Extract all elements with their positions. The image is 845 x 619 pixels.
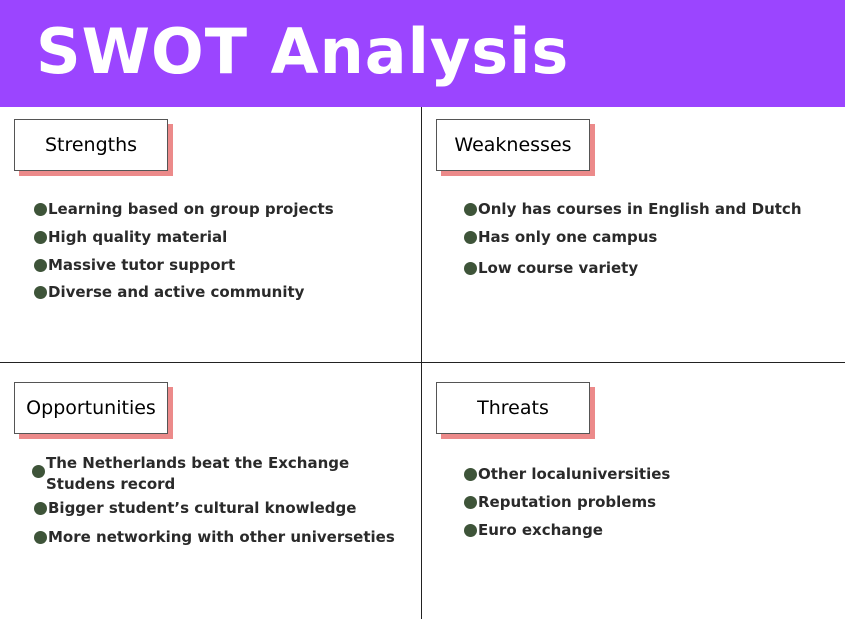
list-item: Has only one campus: [464, 227, 657, 248]
bullet-icon: [464, 262, 477, 275]
list-item: Euro exchange: [464, 520, 603, 541]
list-item: Learning based on group projects: [34, 199, 334, 220]
horizontal-divider: [0, 362, 845, 363]
opportunities-label: Opportunities: [14, 382, 168, 434]
list-item: Only has courses in English and Dutch: [464, 199, 802, 220]
weaknesses-label-box: Weaknesses: [436, 119, 595, 176]
bullet-icon: [34, 231, 47, 244]
bullet-icon: [464, 524, 477, 537]
bullet-icon: [34, 286, 47, 299]
list-item-text: Only has courses in English and Dutch: [478, 200, 802, 218]
list-item-text: Bigger student’s cultural knowledge: [48, 499, 357, 517]
vertical-divider: [421, 107, 422, 619]
list-item-text: Euro exchange: [478, 521, 603, 539]
header-banner: SWOT Analysis: [0, 0, 845, 107]
list-item-text: Other localuniversities: [478, 465, 671, 483]
list-item-text: More networking with other universeties: [48, 528, 395, 546]
list-item: Other localuniversities: [464, 464, 670, 485]
list-item-text: Massive tutor support: [48, 256, 236, 274]
threats-label: Threats: [436, 382, 590, 434]
bullet-icon: [464, 203, 477, 216]
bullet-icon: [464, 468, 477, 481]
bullet-icon: [34, 203, 47, 216]
list-item-text: Low course variety: [478, 259, 639, 277]
list-item-text: Reputation problems: [478, 493, 657, 511]
list-item: High quality material: [34, 227, 227, 248]
list-item-text: Diverse and active community: [48, 283, 305, 301]
opportunities-label-box: Opportunities: [14, 382, 173, 439]
list-item: Massive tutor support: [34, 255, 235, 276]
list-item-text: The Netherlands beat the Exchange Studen…: [46, 454, 350, 493]
list-item: Reputation problems: [464, 492, 656, 513]
list-item-text: High quality material: [48, 228, 228, 246]
list-item-text: Learning based on group projects: [48, 200, 334, 218]
strengths-label-box: Strengths: [14, 119, 173, 176]
list-item: More networking with other universeties: [34, 527, 395, 548]
list-item: The Netherlands beat the Exchange Studen…: [32, 453, 402, 495]
bullet-icon: [34, 531, 47, 544]
bullet-icon: [32, 465, 45, 478]
bullet-icon: [464, 231, 477, 244]
weaknesses-label: Weaknesses: [436, 119, 590, 171]
page-title: SWOT Analysis: [36, 15, 570, 88]
list-item: Low course variety: [464, 258, 638, 279]
bullet-icon: [34, 502, 47, 515]
list-item-text: Has only one campus: [478, 228, 658, 246]
list-item: Diverse and active community: [34, 282, 304, 303]
threats-label-box: Threats: [436, 382, 595, 439]
bullet-icon: [34, 259, 47, 272]
list-item: Bigger student’s cultural knowledge: [34, 498, 356, 519]
bullet-icon: [464, 496, 477, 509]
strengths-label: Strengths: [14, 119, 168, 171]
